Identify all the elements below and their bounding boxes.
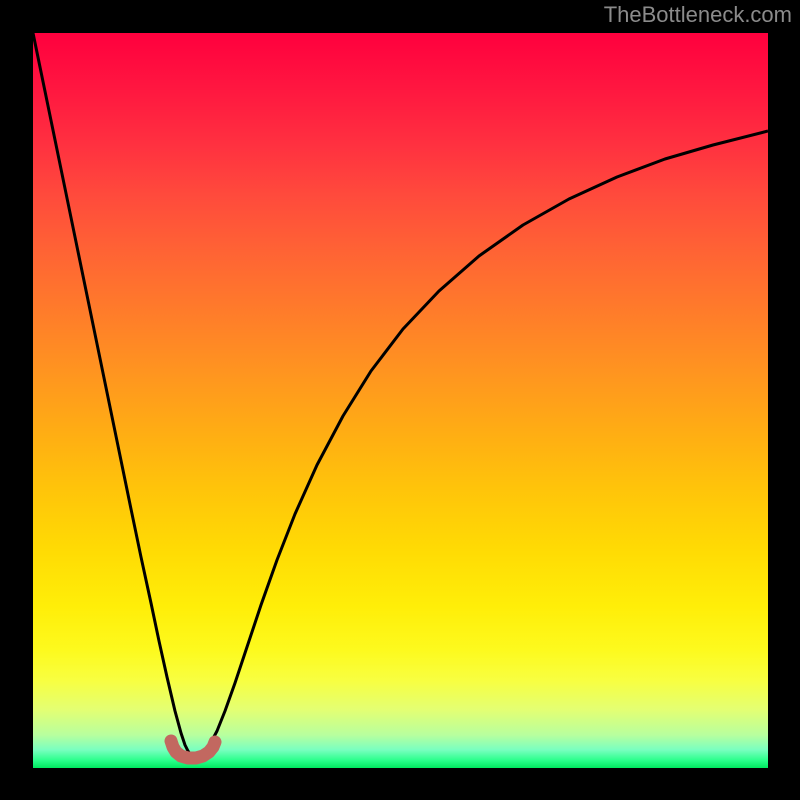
bottleneck-curve <box>33 33 768 757</box>
valley-marker <box>171 741 215 758</box>
curve-layer <box>33 33 768 768</box>
watermark-text: TheBottleneck.com <box>604 2 792 28</box>
plot-area <box>33 33 768 768</box>
chart-container: TheBottleneck.com <box>0 0 800 800</box>
